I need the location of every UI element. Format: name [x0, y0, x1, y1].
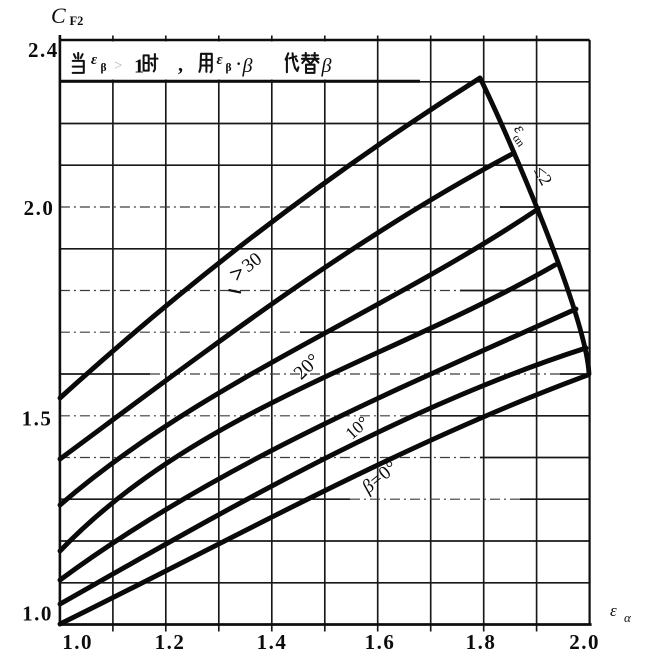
svg-text:β: β: [226, 62, 232, 74]
svg-text:1.5: 1.5: [22, 407, 53, 431]
svg-text:1: 1: [134, 56, 144, 78]
svg-text:2.0: 2.0: [569, 630, 600, 654]
svg-text:α: α: [624, 610, 632, 625]
svg-text:ε: ε: [217, 52, 224, 68]
svg-text:1.8: 1.8: [466, 630, 497, 654]
svg-text:1.2: 1.2: [155, 630, 186, 654]
svg-text:C: C: [51, 3, 66, 28]
svg-text:ε: ε: [610, 601, 617, 620]
svg-text:1.0: 1.0: [62, 630, 93, 654]
svg-text:1.4: 1.4: [257, 630, 288, 654]
svg-text:β: β: [321, 55, 332, 77]
svg-text:2.4: 2.4: [28, 38, 59, 62]
svg-text:β: β: [242, 55, 253, 77]
svg-text:ε: ε: [91, 52, 98, 68]
svg-text:,: ,: [178, 54, 183, 76]
svg-text:β: β: [101, 62, 107, 74]
svg-text:1.6: 1.6: [365, 630, 396, 654]
svg-text:1.0: 1.0: [22, 602, 53, 626]
svg-text:>: >: [114, 58, 122, 74]
svg-text:2.0: 2.0: [24, 196, 55, 220]
svg-text:·: ·: [236, 56, 241, 73]
svg-text:F2: F2: [70, 14, 84, 28]
